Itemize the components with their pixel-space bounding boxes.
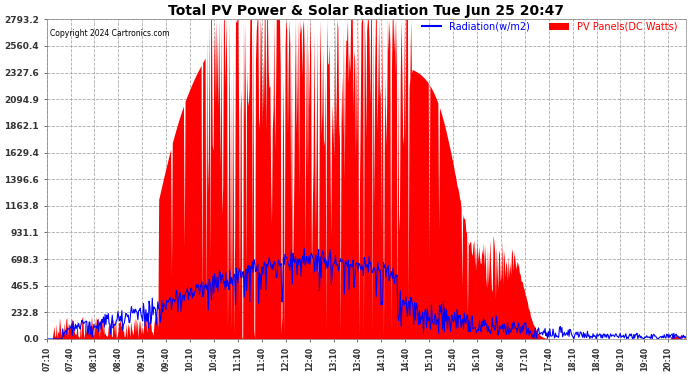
Legend: Radiation(w/m2), PV Panels(DC Watts): Radiation(w/m2), PV Panels(DC Watts) xyxy=(418,18,681,36)
Title: Total PV Power & Solar Radiation Tue Jun 25 20:47: Total PV Power & Solar Radiation Tue Jun… xyxy=(168,4,564,18)
Text: Copyright 2024 Cartronics.com: Copyright 2024 Cartronics.com xyxy=(50,29,169,38)
